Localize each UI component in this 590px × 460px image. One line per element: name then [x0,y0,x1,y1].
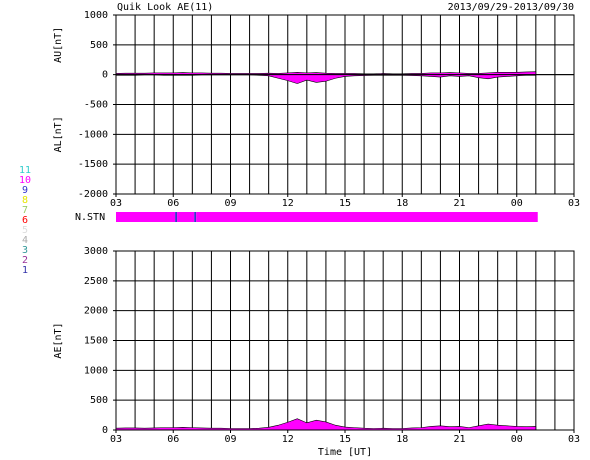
area [115,71,537,75]
x-tick-label: 06 [167,434,179,445]
x-tick-label: 09 [224,198,236,209]
x-tick-label: 18 [396,198,408,209]
x-tick-label: 18 [396,434,408,445]
x-tick-label: 12 [282,434,294,445]
y-tick-label: 1000 [84,365,108,376]
legend-entry: 11 [19,165,31,176]
area [115,418,537,431]
y-tick-label: 0 [102,70,108,81]
legend-entry: 5 [22,225,28,236]
y-tick-label: 2500 [84,276,108,287]
y-tick-label: 1500 [84,336,108,347]
x-tick-label: 09 [224,434,236,445]
x-tick-label: 21 [453,434,465,445]
y-tick-label: 1000 [84,10,108,21]
y-tick-label: 3000 [84,246,108,257]
x-tick-label: 00 [511,434,523,445]
x-tick-label: 15 [339,198,351,209]
y-tick-label: -1500 [78,159,108,170]
y-tick-label: -2000 [78,189,108,200]
x-tick-label: 03 [568,198,580,209]
x-tick-label: 06 [167,198,179,209]
station-segment [177,212,195,222]
x-tick-label: 03 [568,434,580,445]
station-segment [196,212,538,222]
plot-frame [115,14,575,195]
y-tick-label: -500 [84,100,108,111]
x-tick-label: 15 [339,434,351,445]
area [115,74,537,84]
legend-entry: 8 [22,195,28,206]
y-tick-label: -1000 [78,129,108,140]
station-segment [194,212,197,222]
y-axis-label: AL[nT] [53,116,64,152]
x-tick-label: 21 [453,198,465,209]
legend-entry: 7 [22,205,28,216]
y-axis-label: AU[nT] [53,27,64,63]
strip-label: N.STN [75,212,105,223]
legend-entry: 3 [22,245,28,256]
y-axis-label: AE[nT] [53,322,64,358]
chart-subtitle: 2013/09/29-2013/09/30 [448,2,574,13]
station-segment [175,212,178,222]
x-tick-label: 03 [110,434,122,445]
x-tick-label: 03 [110,198,122,209]
legend-entry: 2 [22,255,28,266]
station-segment [116,212,176,222]
y-tick-label: 2000 [84,306,108,317]
legend-entry: 4 [22,235,28,246]
legend-entry: 9 [22,185,28,196]
x-tick-label: 12 [282,198,294,209]
y-tick-label: 500 [90,395,108,406]
legend-entry: 10 [19,175,31,186]
y-tick-label: 500 [90,40,108,51]
chart-title: Quik Look AE(11) [117,2,213,13]
x-axis-label: Time [UT] [318,447,372,458]
y-tick-label: 0 [102,425,108,436]
legend-entry: 6 [22,215,28,226]
legend-entry: 1 [22,265,28,276]
x-tick-label: 00 [511,198,523,209]
